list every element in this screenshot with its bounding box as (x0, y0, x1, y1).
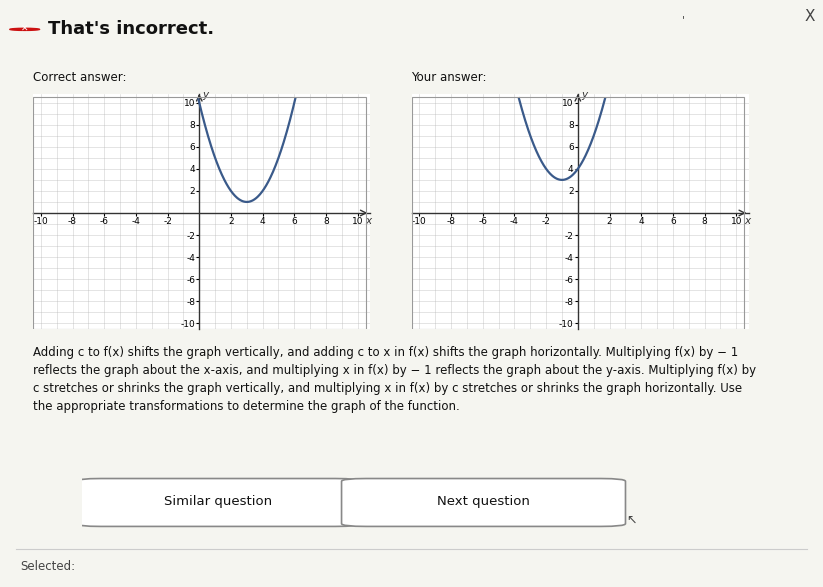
Text: y: y (202, 90, 209, 100)
FancyBboxPatch shape (342, 478, 625, 527)
Text: Adding c to f(x) shifts the graph vertically, and adding c to x in f(x) shifts t: Adding c to f(x) shifts the graph vertic… (33, 346, 756, 413)
Text: Correct answer:: Correct answer: (33, 71, 127, 85)
Text: x: x (365, 215, 372, 225)
Text: x: x (744, 215, 751, 225)
Circle shape (10, 28, 40, 31)
Text: Similar question: Similar question (164, 495, 272, 508)
Text: That's incorrect.: That's incorrect. (48, 21, 214, 38)
Text: ↖: ↖ (626, 514, 637, 527)
Text: Your answer:: Your answer: (412, 71, 487, 85)
Text: ✕: ✕ (21, 25, 29, 34)
FancyBboxPatch shape (77, 478, 360, 527)
Text: y: y (581, 90, 588, 100)
Text: Next question: Next question (437, 495, 530, 508)
Text: Selected:: Selected: (21, 560, 76, 573)
Text: X: X (804, 9, 815, 24)
Text: ': ' (681, 15, 685, 25)
